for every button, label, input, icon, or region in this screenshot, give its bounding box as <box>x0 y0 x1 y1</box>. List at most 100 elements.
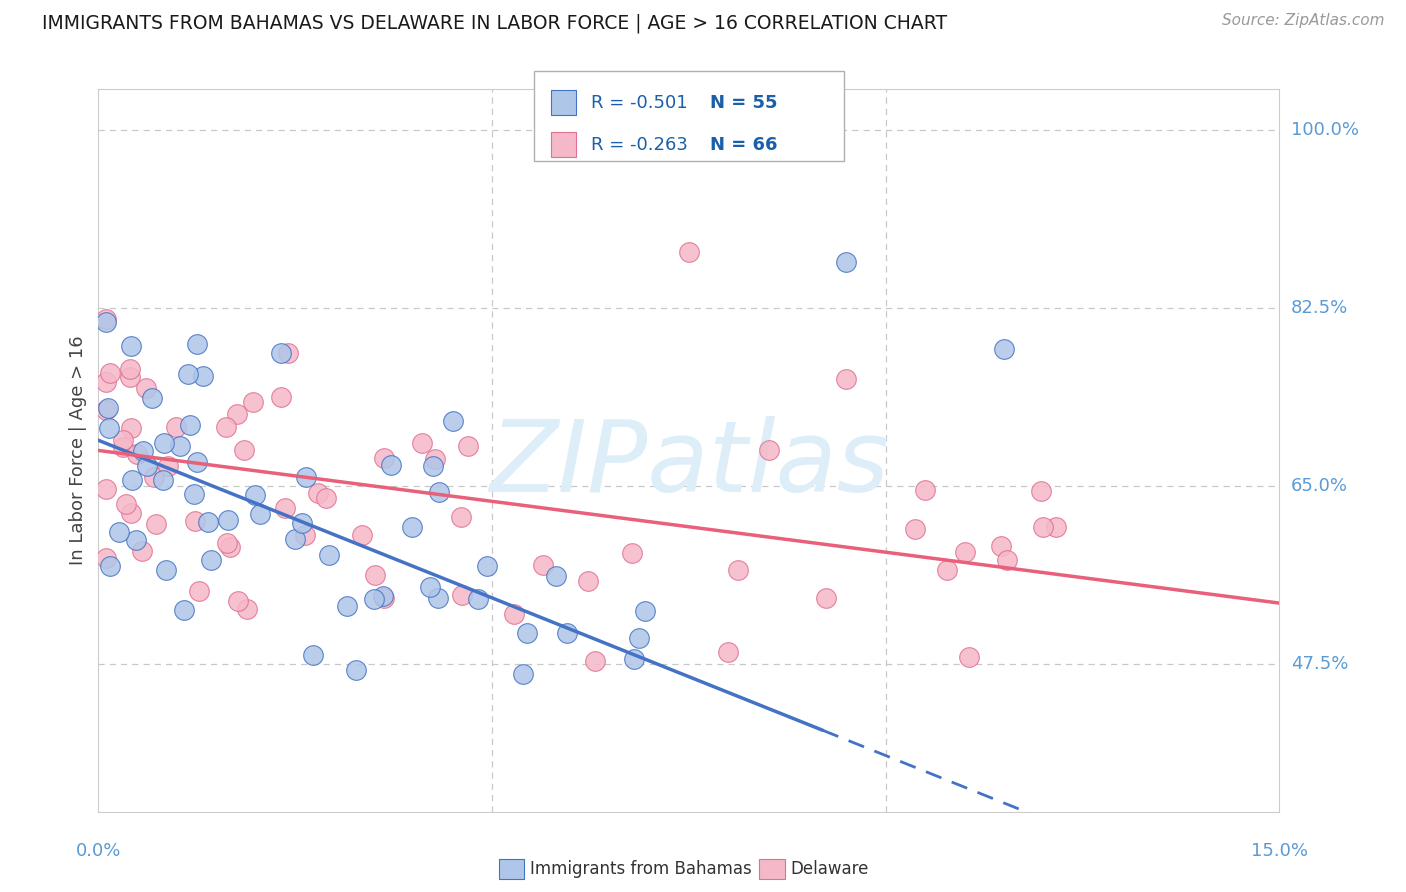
Text: 82.5%: 82.5% <box>1291 299 1348 317</box>
Point <box>120 339 142 353</box>
Point <box>121 473 143 487</box>
Point <box>179 417 201 432</box>
Point <box>373 451 395 466</box>
Text: Source: ZipAtlas.com: Source: ZipAtlas.com <box>1222 13 1385 29</box>
Point <box>373 591 395 606</box>
Point <box>576 574 599 588</box>
Point <box>226 593 249 607</box>
Point <box>125 447 148 461</box>
Point <box>450 510 472 524</box>
Point <box>401 519 423 533</box>
Point <box>512 667 534 681</box>
Point <box>344 663 367 677</box>
Point <box>235 601 257 615</box>
Point <box>242 395 264 409</box>
Point <box>531 558 554 573</box>
Point <box>141 391 163 405</box>
Text: 15.0%: 15.0% <box>1251 842 1308 860</box>
Point <box>96 403 118 417</box>
Point <box>717 645 740 659</box>
Point <box>380 458 402 473</box>
Text: Delaware: Delaware <box>790 860 869 878</box>
Point <box>186 455 208 469</box>
Point <box>96 315 118 329</box>
Point <box>315 491 337 506</box>
Text: 0.0%: 0.0% <box>76 842 121 860</box>
Point <box>957 650 980 665</box>
Point <box>990 539 1012 553</box>
Point <box>97 401 120 416</box>
Point <box>457 439 479 453</box>
Point <box>620 546 643 560</box>
Point <box>173 603 195 617</box>
Point <box>142 470 165 484</box>
Point <box>628 631 651 645</box>
Point <box>270 346 292 360</box>
Point <box>546 569 568 583</box>
Point <box>953 545 976 559</box>
Point <box>112 433 135 447</box>
Text: 100.0%: 100.0% <box>1291 121 1358 139</box>
Point <box>914 483 936 498</box>
Point <box>307 485 329 500</box>
Point <box>295 469 318 483</box>
Point <box>188 584 211 599</box>
Point <box>98 420 121 434</box>
Point <box>243 488 266 502</box>
Point <box>112 441 135 455</box>
Point <box>291 516 314 530</box>
Point <box>904 522 927 536</box>
Point <box>96 551 118 566</box>
Point <box>1045 520 1067 534</box>
Point <box>184 514 207 528</box>
Point <box>233 442 256 457</box>
Point <box>274 501 297 516</box>
Point <box>363 567 385 582</box>
Point <box>758 443 780 458</box>
Text: 47.5%: 47.5% <box>1291 655 1348 673</box>
Point <box>936 562 959 576</box>
Point <box>120 506 142 520</box>
Point <box>814 591 837 605</box>
Point <box>336 599 359 613</box>
Point <box>169 439 191 453</box>
Point <box>277 346 299 360</box>
Point <box>419 580 441 594</box>
Point <box>270 390 292 404</box>
Point <box>427 591 450 605</box>
Point <box>132 443 155 458</box>
Point <box>467 592 489 607</box>
Point <box>120 421 142 435</box>
Point <box>302 648 325 662</box>
Point <box>186 336 208 351</box>
Point <box>107 525 129 540</box>
Text: N = 55: N = 55 <box>710 94 778 112</box>
Point <box>193 368 215 383</box>
Point <box>363 591 385 606</box>
Point <box>200 553 222 567</box>
Point <box>155 563 177 577</box>
Point <box>373 590 395 604</box>
Point <box>441 414 464 428</box>
Point <box>124 533 146 548</box>
Text: IMMIGRANTS FROM BAHAMAS VS DELAWARE IN LABOR FORCE | AGE > 16 CORRELATION CHART: IMMIGRANTS FROM BAHAMAS VS DELAWARE IN L… <box>42 13 948 33</box>
Point <box>135 459 157 474</box>
Point <box>96 483 118 497</box>
Point <box>215 420 238 434</box>
Point <box>516 626 538 640</box>
Point <box>583 654 606 668</box>
Point <box>318 548 340 562</box>
Point <box>152 473 174 487</box>
Y-axis label: In Labor Force | Age > 16: In Labor Force | Age > 16 <box>69 335 87 566</box>
Point <box>96 312 118 326</box>
Point <box>165 419 187 434</box>
Point <box>634 604 657 618</box>
Point <box>98 559 121 574</box>
Point <box>157 458 180 473</box>
Point <box>120 369 142 384</box>
Point <box>835 372 858 386</box>
Point <box>993 342 1015 356</box>
Point <box>135 381 157 395</box>
Point <box>294 528 316 542</box>
Point <box>1032 520 1054 534</box>
